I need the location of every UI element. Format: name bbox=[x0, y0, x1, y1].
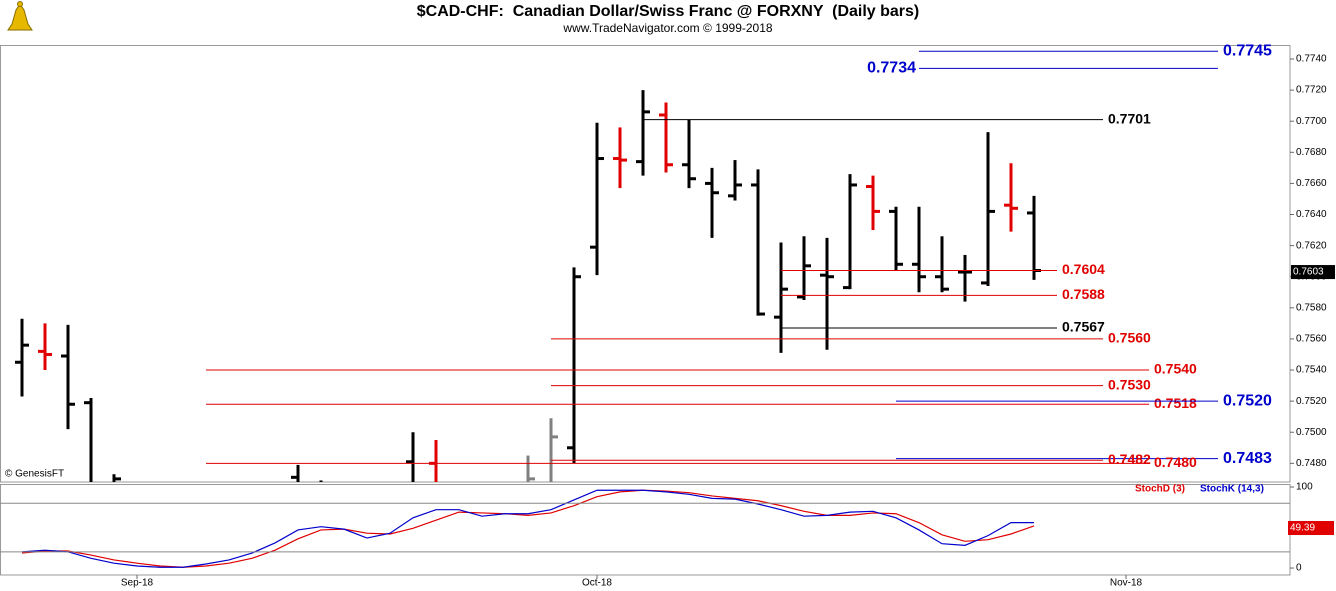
y-tick-label: 0.7520 bbox=[1296, 396, 1327, 407]
level-label: 0.7520 bbox=[1223, 392, 1272, 409]
x-tick-label: Oct-18 bbox=[582, 578, 612, 589]
stoch-plot bbox=[21, 489, 1035, 568]
level-label: 0.7483 bbox=[1223, 450, 1272, 467]
y-tick-label: 0.7680 bbox=[1296, 147, 1327, 158]
level-label: 0.7560 bbox=[1108, 330, 1151, 346]
watermark: © GenesisFT bbox=[5, 469, 64, 480]
level-label: 0.7745 bbox=[1223, 42, 1272, 59]
y-tick-label: 0.7700 bbox=[1296, 116, 1327, 127]
y-tick-label: 0.7540 bbox=[1296, 365, 1327, 376]
legend-entry: StochK (14,3) bbox=[1200, 484, 1264, 495]
last-value-tag bbox=[1291, 265, 1335, 280]
chart-title: $CAD-CHF: Canadian Dollar/Swiss Franc @ … bbox=[417, 3, 920, 20]
stoch-line bbox=[21, 489, 1035, 568]
y-tick-label: 0.7580 bbox=[1296, 302, 1327, 313]
chart-subtitle: www.TradeNavigator.com © 1999-2018 bbox=[562, 21, 772, 35]
y-tick-label: 0.7740 bbox=[1296, 54, 1327, 65]
level-label: 0.7604 bbox=[1062, 261, 1105, 277]
y-tick-label: 100 bbox=[1296, 482, 1313, 493]
y-tick-label: 0.7720 bbox=[1296, 85, 1327, 96]
last-value-label: 49.39 bbox=[1290, 523, 1315, 534]
level-label: 0.7530 bbox=[1108, 376, 1151, 392]
last-value-label: 0.7603 bbox=[1293, 267, 1324, 278]
legend-entry: StochD (3) bbox=[1135, 484, 1185, 495]
logo bbox=[7, 1, 33, 31]
level-label: 0.7567 bbox=[1062, 319, 1105, 335]
level-label: 0.7482 bbox=[1108, 451, 1151, 467]
last-value-tag bbox=[1288, 521, 1334, 536]
level-label: 0.7480 bbox=[1154, 454, 1197, 470]
x-tick-label: Nov-18 bbox=[1110, 578, 1143, 589]
price-panel bbox=[0, 45, 1291, 483]
y-tick-label: 0.7480 bbox=[1296, 458, 1327, 469]
y-tick-label: 0.7640 bbox=[1296, 209, 1327, 220]
x-tick-label: Sep-18 bbox=[121, 578, 154, 589]
level-label: 0.7588 bbox=[1062, 286, 1105, 302]
y-tick-label: 0.7560 bbox=[1296, 334, 1327, 345]
level-label: 0.7518 bbox=[1154, 395, 1197, 411]
stoch-line bbox=[21, 489, 1034, 568]
y-tick-label: 0 bbox=[1296, 563, 1302, 574]
y-tick-label: 0.7660 bbox=[1296, 178, 1327, 189]
price-plot bbox=[15, 90, 1041, 482]
y-tick-label: 0.7500 bbox=[1296, 427, 1327, 438]
level-label: 0.7701 bbox=[1108, 110, 1151, 126]
y-tick-label: 0.7620 bbox=[1296, 240, 1327, 251]
level-label: 0.7734 bbox=[867, 60, 916, 77]
level-label: 0.7540 bbox=[1154, 361, 1197, 377]
